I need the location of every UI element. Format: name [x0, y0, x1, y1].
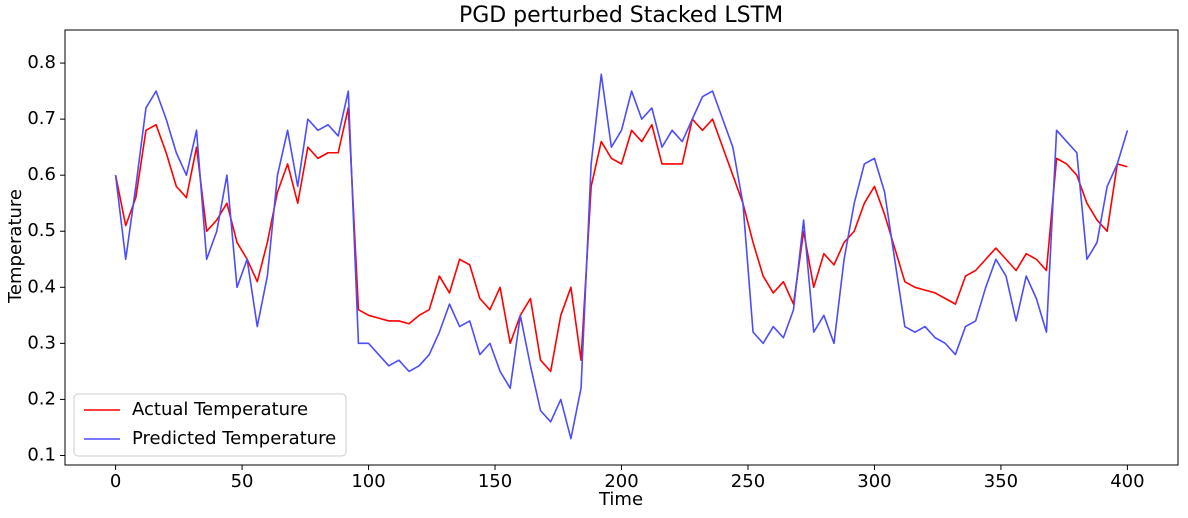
x-tick-label: 150: [478, 471, 512, 492]
y-tick-label: 0.7: [27, 108, 56, 129]
plot-frame: [64, 29, 1179, 466]
x-tick-label: 250: [731, 471, 765, 492]
legend-box: [73, 393, 347, 457]
x-tick-label: 300: [857, 471, 891, 492]
legend: Actual Temperature Predicted Temperature: [73, 393, 347, 457]
legend-label: Predicted Temperature: [132, 428, 336, 449]
legend-label: Actual Temperature: [132, 399, 308, 420]
y-tick-label: 0.2: [27, 388, 56, 409]
x-tick-label: 350: [984, 471, 1018, 492]
data-line: [114, 73, 1129, 440]
data-line: [114, 107, 1128, 373]
x-tick-label: 100: [351, 471, 385, 492]
y-tick-label: 0.1: [27, 444, 56, 465]
x-tick-label: 50: [231, 471, 254, 492]
y-tick-label: 0.4: [27, 276, 56, 297]
chart-title: PGD perturbed Stacked LSTM: [459, 3, 783, 28]
y-tick-label: 0.8: [27, 52, 56, 73]
x-tick-label: 400: [1110, 471, 1144, 492]
x-tick-label: 200: [604, 471, 638, 492]
y-axis-label: Temperature: [5, 189, 26, 304]
y-tick-label: 0.5: [27, 220, 56, 241]
x-tick-label: 0: [110, 471, 121, 492]
x-axis-label: Time: [598, 489, 643, 510]
y-tick-label: 0.3: [27, 332, 56, 353]
y-tick-label: 0.6: [27, 164, 56, 185]
